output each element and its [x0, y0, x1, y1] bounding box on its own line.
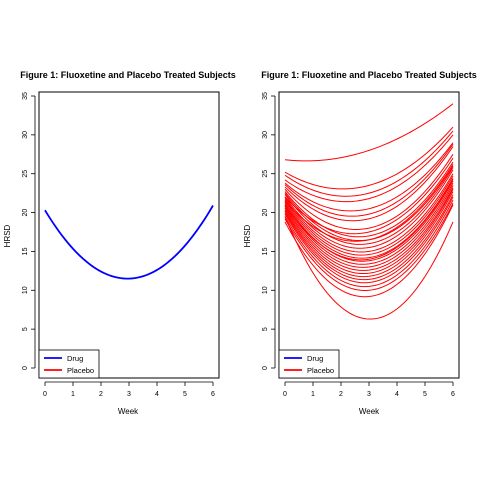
- legend-box: [38, 349, 100, 379]
- x-tick-label: 3: [367, 391, 371, 398]
- x-tick-label: 4: [155, 391, 159, 398]
- y-tick-label: 5: [262, 327, 269, 331]
- placebo-curve-12: [284, 175, 454, 256]
- y-tick-label: 10: [22, 286, 29, 294]
- panel-right-axes: 0 1 2 3 4 5 6 0 5 10 15 20 25 30 35: [262, 92, 455, 398]
- placebo-curve-23: [284, 203, 454, 291]
- y-tick-label: 20: [22, 209, 29, 217]
- y-tick-label: 25: [262, 170, 269, 178]
- panel-right-curves: [284, 103, 454, 320]
- placebo-curve-20: [284, 194, 454, 281]
- placebo-curve-22: [284, 199, 454, 288]
- panel-left-ylabel: HRSD: [3, 224, 12, 247]
- panel-left: Figure 1: Fluoxetine and Placebo Treated…: [3, 70, 236, 416]
- placebo-curve-27: [284, 164, 454, 242]
- x-tick-label: 1: [311, 391, 315, 398]
- panel-left-xlabel: Week: [118, 407, 139, 416]
- placebo-curve-26: [284, 157, 454, 235]
- placebo-curve-13: [284, 178, 454, 259]
- legend-box: [278, 349, 340, 379]
- placebo-curve-25: [284, 216, 454, 320]
- y-tick-label: 25: [22, 170, 29, 178]
- legend-placebo-label: Placebo: [67, 366, 94, 375]
- panel-right: Figure 1: Fluoxetine and Placebo Treated…: [243, 70, 477, 416]
- placebo-curve-0: [284, 103, 454, 162]
- x-tick-label: 3: [127, 391, 131, 398]
- y-tick-label: 35: [22, 92, 29, 100]
- y-tick-label: 20: [262, 209, 269, 217]
- legend-placebo-label: Placebo: [307, 366, 334, 375]
- placebo-curve-2: [284, 130, 454, 197]
- placebo-curve-21: [284, 196, 454, 284]
- x-tick-label: 5: [423, 391, 427, 398]
- panel-left-plot-frame: [38, 91, 220, 379]
- x-tick-label: 4: [395, 391, 399, 398]
- x-tick-label: 2: [339, 391, 343, 398]
- panel-right-xlabel: Week: [359, 407, 380, 416]
- placebo-curve-4: [284, 142, 454, 212]
- drug-curve-0: [44, 205, 214, 280]
- y-tick-label: 15: [262, 247, 269, 255]
- y-tick-label: 15: [22, 247, 29, 255]
- x-tick-label: 6: [451, 391, 455, 398]
- placebo-curve-24: [284, 204, 454, 298]
- panel-left-legend: Drug Placebo: [38, 349, 100, 379]
- panel-left-curves: [44, 205, 214, 280]
- y-tick-label: 35: [262, 92, 269, 100]
- x-tick-label: 1: [71, 391, 75, 398]
- placebo-curve-6: [284, 154, 454, 230]
- placebo-curve-3: [284, 134, 454, 203]
- placebo-curve-28: [284, 178, 454, 261]
- panel-right-legend: Drug Placebo: [278, 349, 340, 379]
- placebo-curve-7: [284, 161, 454, 238]
- placebo-curve-16: [284, 185, 454, 268]
- panel-right-ylabel: HRSD: [243, 224, 252, 247]
- placebo-curve-1: [284, 126, 454, 190]
- panel-left-title: Figure 1: Fluoxetine and Placebo Treated…: [20, 70, 236, 80]
- placebo-curve-11: [284, 173, 454, 253]
- x-tick-label: 2: [99, 391, 103, 398]
- x-tick-label: 0: [283, 391, 287, 398]
- x-tick-label: 5: [183, 391, 187, 398]
- y-tick-label: 30: [22, 131, 29, 139]
- y-tick-label: 0: [22, 366, 29, 370]
- y-tick-label: 10: [262, 286, 269, 294]
- y-tick-label: 5: [22, 327, 29, 331]
- placebo-curve-17: [284, 187, 454, 271]
- legend-drug-label: Drug: [67, 354, 83, 363]
- panel-right-plot-frame: [278, 91, 460, 379]
- placebo-curve-9: [284, 167, 454, 245]
- placebo-curve-18: [284, 189, 454, 275]
- panel-left-axes: 0 1 2 3 4 5 6 0 5 10 15 20 25 30 35: [22, 92, 215, 398]
- x-tick-label: 6: [211, 391, 215, 398]
- legend-drug-label: Drug: [307, 354, 323, 363]
- placebo-curve-29: [284, 143, 454, 217]
- x-tick-label: 0: [43, 391, 47, 398]
- panel-right-title: Figure 1: Fluoxetine and Placebo Treated…: [261, 70, 477, 80]
- y-tick-label: 30: [262, 131, 269, 139]
- placebo-curve-10: [284, 169, 454, 249]
- placebo-curve-15: [284, 182, 454, 265]
- placebo-curve-19: [284, 191, 454, 278]
- y-tick-label: 0: [262, 366, 269, 370]
- placebo-curve-5: [284, 146, 454, 222]
